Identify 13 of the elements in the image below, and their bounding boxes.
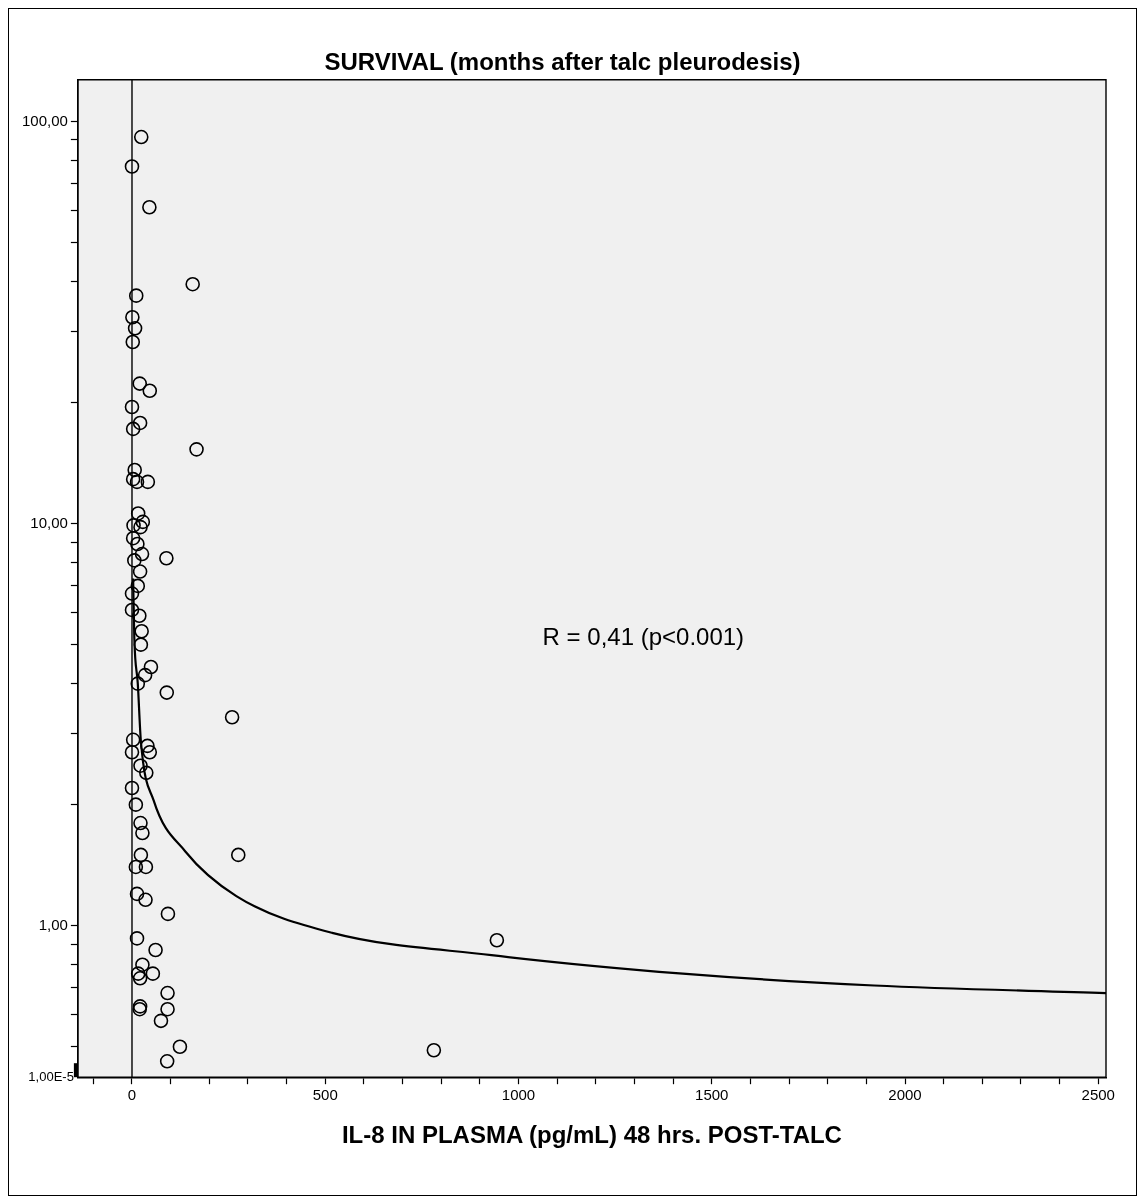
x-tick-label: 500 <box>312 1086 338 1104</box>
x-tick-label: 2000 <box>888 1086 922 1104</box>
x-tick-label: 0 <box>127 1086 137 1104</box>
y-tick-label: 10,00 <box>30 513 68 531</box>
y-tick-label: 1,00 <box>38 915 68 933</box>
text: 1,00E-5 <box>28 1068 74 1084</box>
x-tick-label: 1500 <box>695 1086 729 1104</box>
chart-title: SURVIVAL (months after talc pleurodesis) <box>324 48 801 76</box>
annotation: R = 0,41 (p<0.001) <box>542 622 745 650</box>
x-tick-label: 1000 <box>501 1086 536 1104</box>
x-axis-title: IL-8 IN PLASMA (pg/mL) 48 hrs. POST-TALC <box>341 1121 842 1149</box>
x-tick-label: 2500 <box>1081 1086 1115 1104</box>
y-tick-label: 100,00 <box>21 111 68 129</box>
